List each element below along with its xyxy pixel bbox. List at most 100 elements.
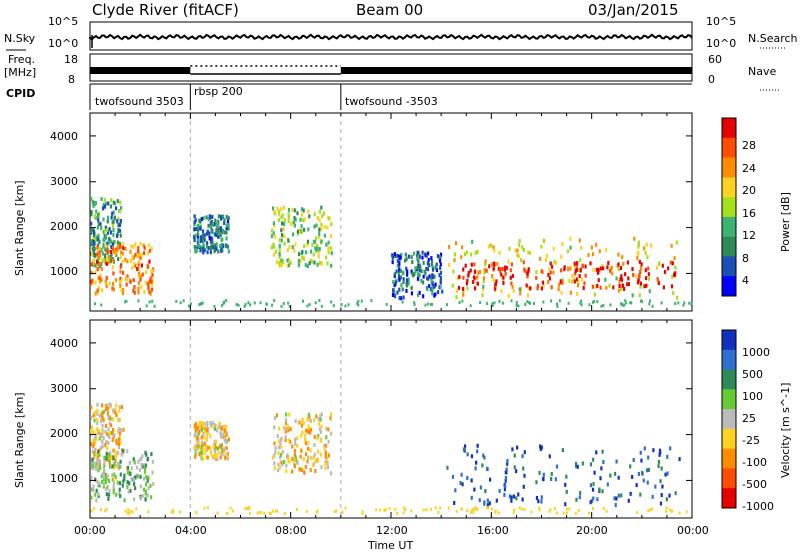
- scatter-cell: [575, 263, 578, 268]
- scatter-cell: [430, 279, 433, 284]
- scatter-cell: [627, 276, 630, 281]
- date-title: 03/Jan/2015: [588, 1, 679, 19]
- scatter-cell: [456, 276, 460, 281]
- scatter-cell: [473, 487, 476, 492]
- scatter-cell: [320, 424, 323, 429]
- scatter-cell: [631, 293, 634, 298]
- scatter-cell: [537, 499, 540, 504]
- scatter-cell: [119, 269, 122, 274]
- scatter-cell: [225, 433, 228, 438]
- ground-scatter-cell: [602, 506, 605, 510]
- scatter-cell: [462, 447, 466, 452]
- power-colorbar-swatch: [722, 177, 736, 198]
- scatter-cell: [320, 227, 323, 232]
- scatter-cell: [107, 240, 110, 245]
- scatter-cell: [205, 215, 208, 220]
- ground-scatter-cell: [565, 511, 568, 515]
- scatter-cell: [619, 276, 622, 281]
- ground-scatter-cell: [225, 299, 228, 303]
- scatter-cell: [226, 244, 230, 249]
- scatter-cell: [137, 246, 140, 251]
- scatter-cell: [281, 213, 284, 218]
- scatter-cell: [645, 283, 648, 288]
- scatter-cell: [104, 233, 108, 238]
- scatter-cell: [134, 242, 137, 247]
- scatter-cell: [200, 421, 203, 426]
- scatter-cell: [111, 437, 114, 442]
- scatter-cell: [453, 258, 456, 263]
- scatter-cell: [497, 266, 500, 271]
- scatter-cell: [415, 253, 419, 258]
- scatter-cell: [120, 448, 124, 453]
- scatter-cell: [632, 457, 635, 462]
- scatter-cell: [107, 492, 110, 497]
- scatter-cell: [150, 495, 153, 500]
- scatter-cell: [272, 231, 275, 236]
- scatter-cell: [504, 484, 507, 489]
- scatter-cell: [627, 282, 631, 287]
- scatter-cell: [120, 288, 123, 293]
- scatter-cell: [508, 494, 511, 499]
- ground-scatter-cell: [188, 304, 191, 308]
- velocity-colorbar-swatch: [722, 389, 736, 410]
- scatter-cell: [309, 418, 312, 423]
- power-colorbar-swatch: [722, 256, 736, 277]
- scatter-cell: [291, 456, 294, 461]
- scatter-cell: [495, 498, 498, 503]
- scatter-cell: [90, 221, 93, 226]
- scatter-cell: [418, 290, 421, 295]
- scatter-cell: [94, 238, 97, 243]
- ground-scatter-cell: [340, 303, 343, 307]
- scatter-cell: [540, 495, 543, 500]
- ground-scatter-cell: [344, 304, 347, 308]
- scatter-cell: [102, 230, 105, 235]
- scatter-cell: [105, 486, 108, 491]
- scatter-cell: [142, 487, 146, 492]
- scatter-cell: [304, 433, 307, 438]
- scatter-cell: [115, 413, 118, 418]
- scatter-cell: [193, 244, 196, 249]
- scatter-cell: [391, 260, 394, 265]
- scatter-cell: [119, 472, 122, 477]
- scatter-cell: [510, 281, 513, 286]
- scatter-cell: [557, 287, 560, 292]
- scatter-cell: [467, 270, 470, 275]
- scatter-cell: [402, 270, 405, 275]
- scatter-cell: [573, 264, 576, 269]
- scatter-cell: [108, 258, 111, 263]
- scatter-cell: [420, 278, 423, 283]
- scatter-cell: [129, 488, 132, 493]
- scatter-cell: [317, 250, 320, 255]
- scatter-cell: [437, 290, 440, 295]
- scatter-cell: [122, 246, 125, 251]
- scatter-cell: [280, 436, 283, 441]
- scatter-cell: [391, 253, 394, 258]
- scatter-cell: [124, 246, 127, 251]
- scatter-cell: [201, 444, 205, 449]
- scatter-cell: [271, 228, 274, 233]
- scatter-cell: [226, 456, 230, 461]
- power-colorbar-swatch: [722, 137, 736, 159]
- scatter-cell: [278, 465, 282, 470]
- scatter-cell: [92, 233, 95, 238]
- scatter-cell: [398, 277, 401, 282]
- cpid-segment-2: rbsp 200: [194, 85, 243, 98]
- velocity-ytick-4000: 4000: [50, 337, 78, 350]
- scatter-cell: [98, 253, 101, 258]
- scatter-cell: [129, 249, 132, 254]
- scatter-cell: [105, 456, 108, 461]
- scatter-cell: [220, 230, 224, 235]
- scatter-cell: [329, 233, 333, 238]
- scatter-cell: [516, 248, 519, 253]
- scatter-cell: [579, 491, 582, 496]
- scatter-cell: [291, 245, 294, 250]
- ground-scatter-cell: [682, 303, 685, 307]
- scatter-cell: [610, 265, 613, 270]
- scatter-cell: [138, 259, 141, 264]
- scatter-cell: [102, 237, 105, 242]
- scatter-cell: [470, 495, 473, 500]
- scatter-cell: [120, 277, 123, 282]
- scatter-cell: [213, 249, 216, 254]
- scatter-cell: [399, 255, 402, 260]
- scatter-cell: [393, 283, 396, 288]
